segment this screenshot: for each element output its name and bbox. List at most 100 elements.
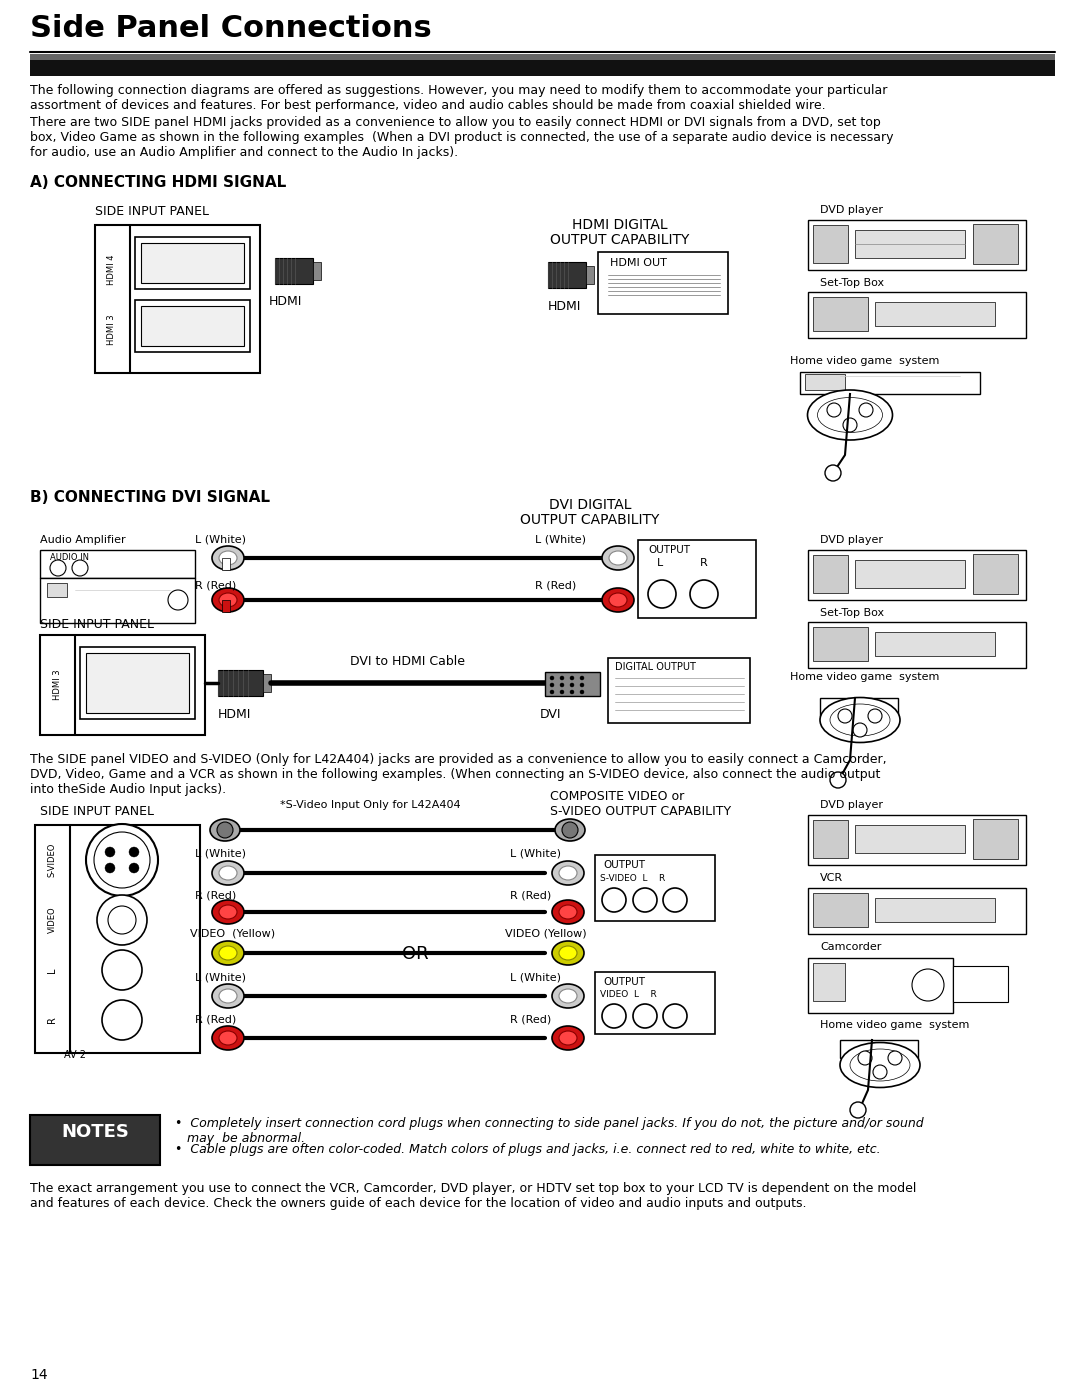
Ellipse shape <box>212 1025 244 1051</box>
Bar <box>973 819 1018 859</box>
Circle shape <box>825 465 841 481</box>
Ellipse shape <box>555 819 585 841</box>
Ellipse shape <box>818 398 882 433</box>
Circle shape <box>72 560 87 576</box>
Text: OUTPUT CAPABILITY: OUTPUT CAPABILITY <box>521 513 660 527</box>
Ellipse shape <box>552 900 584 923</box>
Text: L: L <box>657 557 663 569</box>
Text: OUTPUT: OUTPUT <box>648 545 690 555</box>
Bar <box>813 627 868 661</box>
Bar <box>808 888 1026 935</box>
Bar <box>813 893 868 928</box>
Text: OR: OR <box>402 944 429 963</box>
Bar <box>973 555 1018 594</box>
Circle shape <box>580 683 584 687</box>
Text: The SIDE panel VIDEO and S-VIDEO (Only for L42A404) jacks are provided as a conv: The SIDE panel VIDEO and S-VIDEO (Only f… <box>30 753 887 796</box>
Ellipse shape <box>210 819 240 841</box>
Circle shape <box>868 710 882 724</box>
Circle shape <box>86 824 158 895</box>
Bar <box>808 550 1026 599</box>
Bar <box>35 826 200 1053</box>
Circle shape <box>838 710 852 724</box>
Bar <box>80 647 195 719</box>
Text: DVD player: DVD player <box>820 535 883 545</box>
Ellipse shape <box>212 588 244 612</box>
Bar <box>855 231 966 258</box>
Bar <box>805 374 845 390</box>
Circle shape <box>853 724 867 738</box>
Ellipse shape <box>602 546 634 570</box>
Circle shape <box>602 888 626 912</box>
Circle shape <box>217 821 233 838</box>
Ellipse shape <box>552 983 584 1009</box>
Bar <box>545 672 600 696</box>
Ellipse shape <box>609 592 627 608</box>
Ellipse shape <box>219 592 237 608</box>
Bar <box>135 237 249 289</box>
Circle shape <box>570 683 573 687</box>
Text: HDMI 4: HDMI 4 <box>108 254 117 285</box>
Bar <box>40 578 195 623</box>
Ellipse shape <box>212 546 244 570</box>
Text: 14: 14 <box>30 1368 48 1382</box>
Circle shape <box>690 580 718 608</box>
Bar <box>598 251 728 314</box>
Circle shape <box>859 402 873 416</box>
Text: Home video game  system: Home video game system <box>789 356 940 366</box>
Circle shape <box>550 676 554 680</box>
Bar <box>855 826 966 854</box>
Text: COMPOSITE VIDEO or: COMPOSITE VIDEO or <box>550 789 685 803</box>
Bar <box>95 225 260 373</box>
Ellipse shape <box>219 1031 237 1045</box>
Circle shape <box>580 690 584 694</box>
Circle shape <box>827 402 841 416</box>
Ellipse shape <box>559 946 577 960</box>
Circle shape <box>831 773 846 788</box>
Text: DVD player: DVD player <box>820 205 883 215</box>
Bar <box>813 555 848 592</box>
Text: VIDEO: VIDEO <box>48 907 56 933</box>
Ellipse shape <box>212 983 244 1009</box>
Bar <box>840 1039 918 1058</box>
Text: HDMI DIGITAL: HDMI DIGITAL <box>572 218 667 232</box>
Circle shape <box>888 1051 902 1065</box>
Text: Home video game  system: Home video game system <box>820 1020 970 1030</box>
Bar <box>813 298 868 331</box>
Ellipse shape <box>831 704 890 736</box>
Text: B) CONNECTING DVI SIGNAL: B) CONNECTING DVI SIGNAL <box>30 490 270 504</box>
Bar <box>141 243 244 284</box>
Circle shape <box>561 676 564 680</box>
Text: L (White): L (White) <box>195 972 246 982</box>
Text: Side Panel Connections: Side Panel Connections <box>30 14 432 43</box>
Bar <box>875 898 995 922</box>
Text: AUDIO IN: AUDIO IN <box>50 553 89 562</box>
Text: OUTPUT: OUTPUT <box>603 861 645 870</box>
Bar <box>40 550 195 578</box>
Text: Set-Top Box: Set-Top Box <box>820 278 885 288</box>
Text: R (Red): R (Red) <box>510 890 551 900</box>
Text: S-VIDEO  L    R: S-VIDEO L R <box>600 875 665 883</box>
Bar <box>808 622 1026 668</box>
Text: OUTPUT: OUTPUT <box>603 977 645 988</box>
Text: The following connection diagrams are offered as suggestions. However, you may n: The following connection diagrams are of… <box>30 84 888 112</box>
Circle shape <box>129 847 139 856</box>
Text: •  Cable plugs are often color-coded. Match colors of plugs and jacks, i.e. conn: • Cable plugs are often color-coded. Mat… <box>175 1143 880 1155</box>
Ellipse shape <box>840 1042 920 1087</box>
Text: HDMI: HDMI <box>218 708 252 721</box>
Bar <box>875 631 995 657</box>
Text: VIDEO (Yellow): VIDEO (Yellow) <box>505 928 586 937</box>
Circle shape <box>102 950 141 990</box>
Ellipse shape <box>559 905 577 919</box>
Text: Set-Top Box: Set-Top Box <box>820 608 885 617</box>
Text: HDMI: HDMI <box>268 295 301 307</box>
Bar <box>313 263 321 279</box>
Text: R (Red): R (Red) <box>510 1016 551 1025</box>
Text: R (Red): R (Red) <box>535 580 577 590</box>
Text: S-VIDEO: S-VIDEO <box>48 842 56 877</box>
Circle shape <box>108 907 136 935</box>
Text: NOTES: NOTES <box>62 1123 129 1141</box>
Text: L (White): L (White) <box>535 535 586 545</box>
Bar <box>813 225 848 263</box>
Ellipse shape <box>212 861 244 886</box>
Text: DVI to HDMI Cable: DVI to HDMI Cable <box>350 655 465 668</box>
